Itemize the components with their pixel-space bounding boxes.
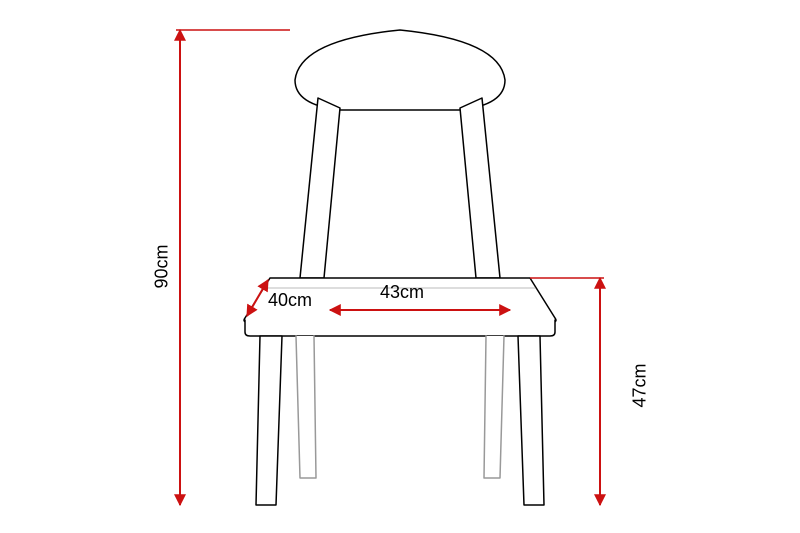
backrest-strut-right — [460, 98, 500, 278]
seat-front-edge — [245, 320, 555, 336]
leg-back-right — [484, 336, 504, 478]
label-seat-width: 43cm — [380, 282, 424, 303]
backrest-top — [295, 30, 505, 110]
leg-front-right — [518, 336, 544, 505]
label-seat-height: 47cm — [630, 363, 651, 407]
label-seat-depth: 40cm — [268, 290, 312, 311]
chair-outline — [244, 30, 556, 505]
chair-diagram — [0, 0, 800, 533]
leg-back-left — [296, 336, 316, 478]
backrest-strut-left — [300, 98, 340, 278]
leg-front-left — [256, 336, 282, 505]
label-total-height: 90cm — [152, 244, 173, 288]
